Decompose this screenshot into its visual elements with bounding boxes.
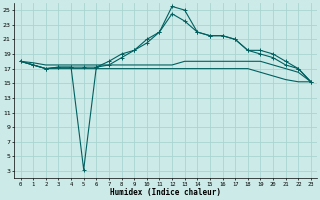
X-axis label: Humidex (Indice chaleur): Humidex (Indice chaleur) xyxy=(110,188,221,197)
